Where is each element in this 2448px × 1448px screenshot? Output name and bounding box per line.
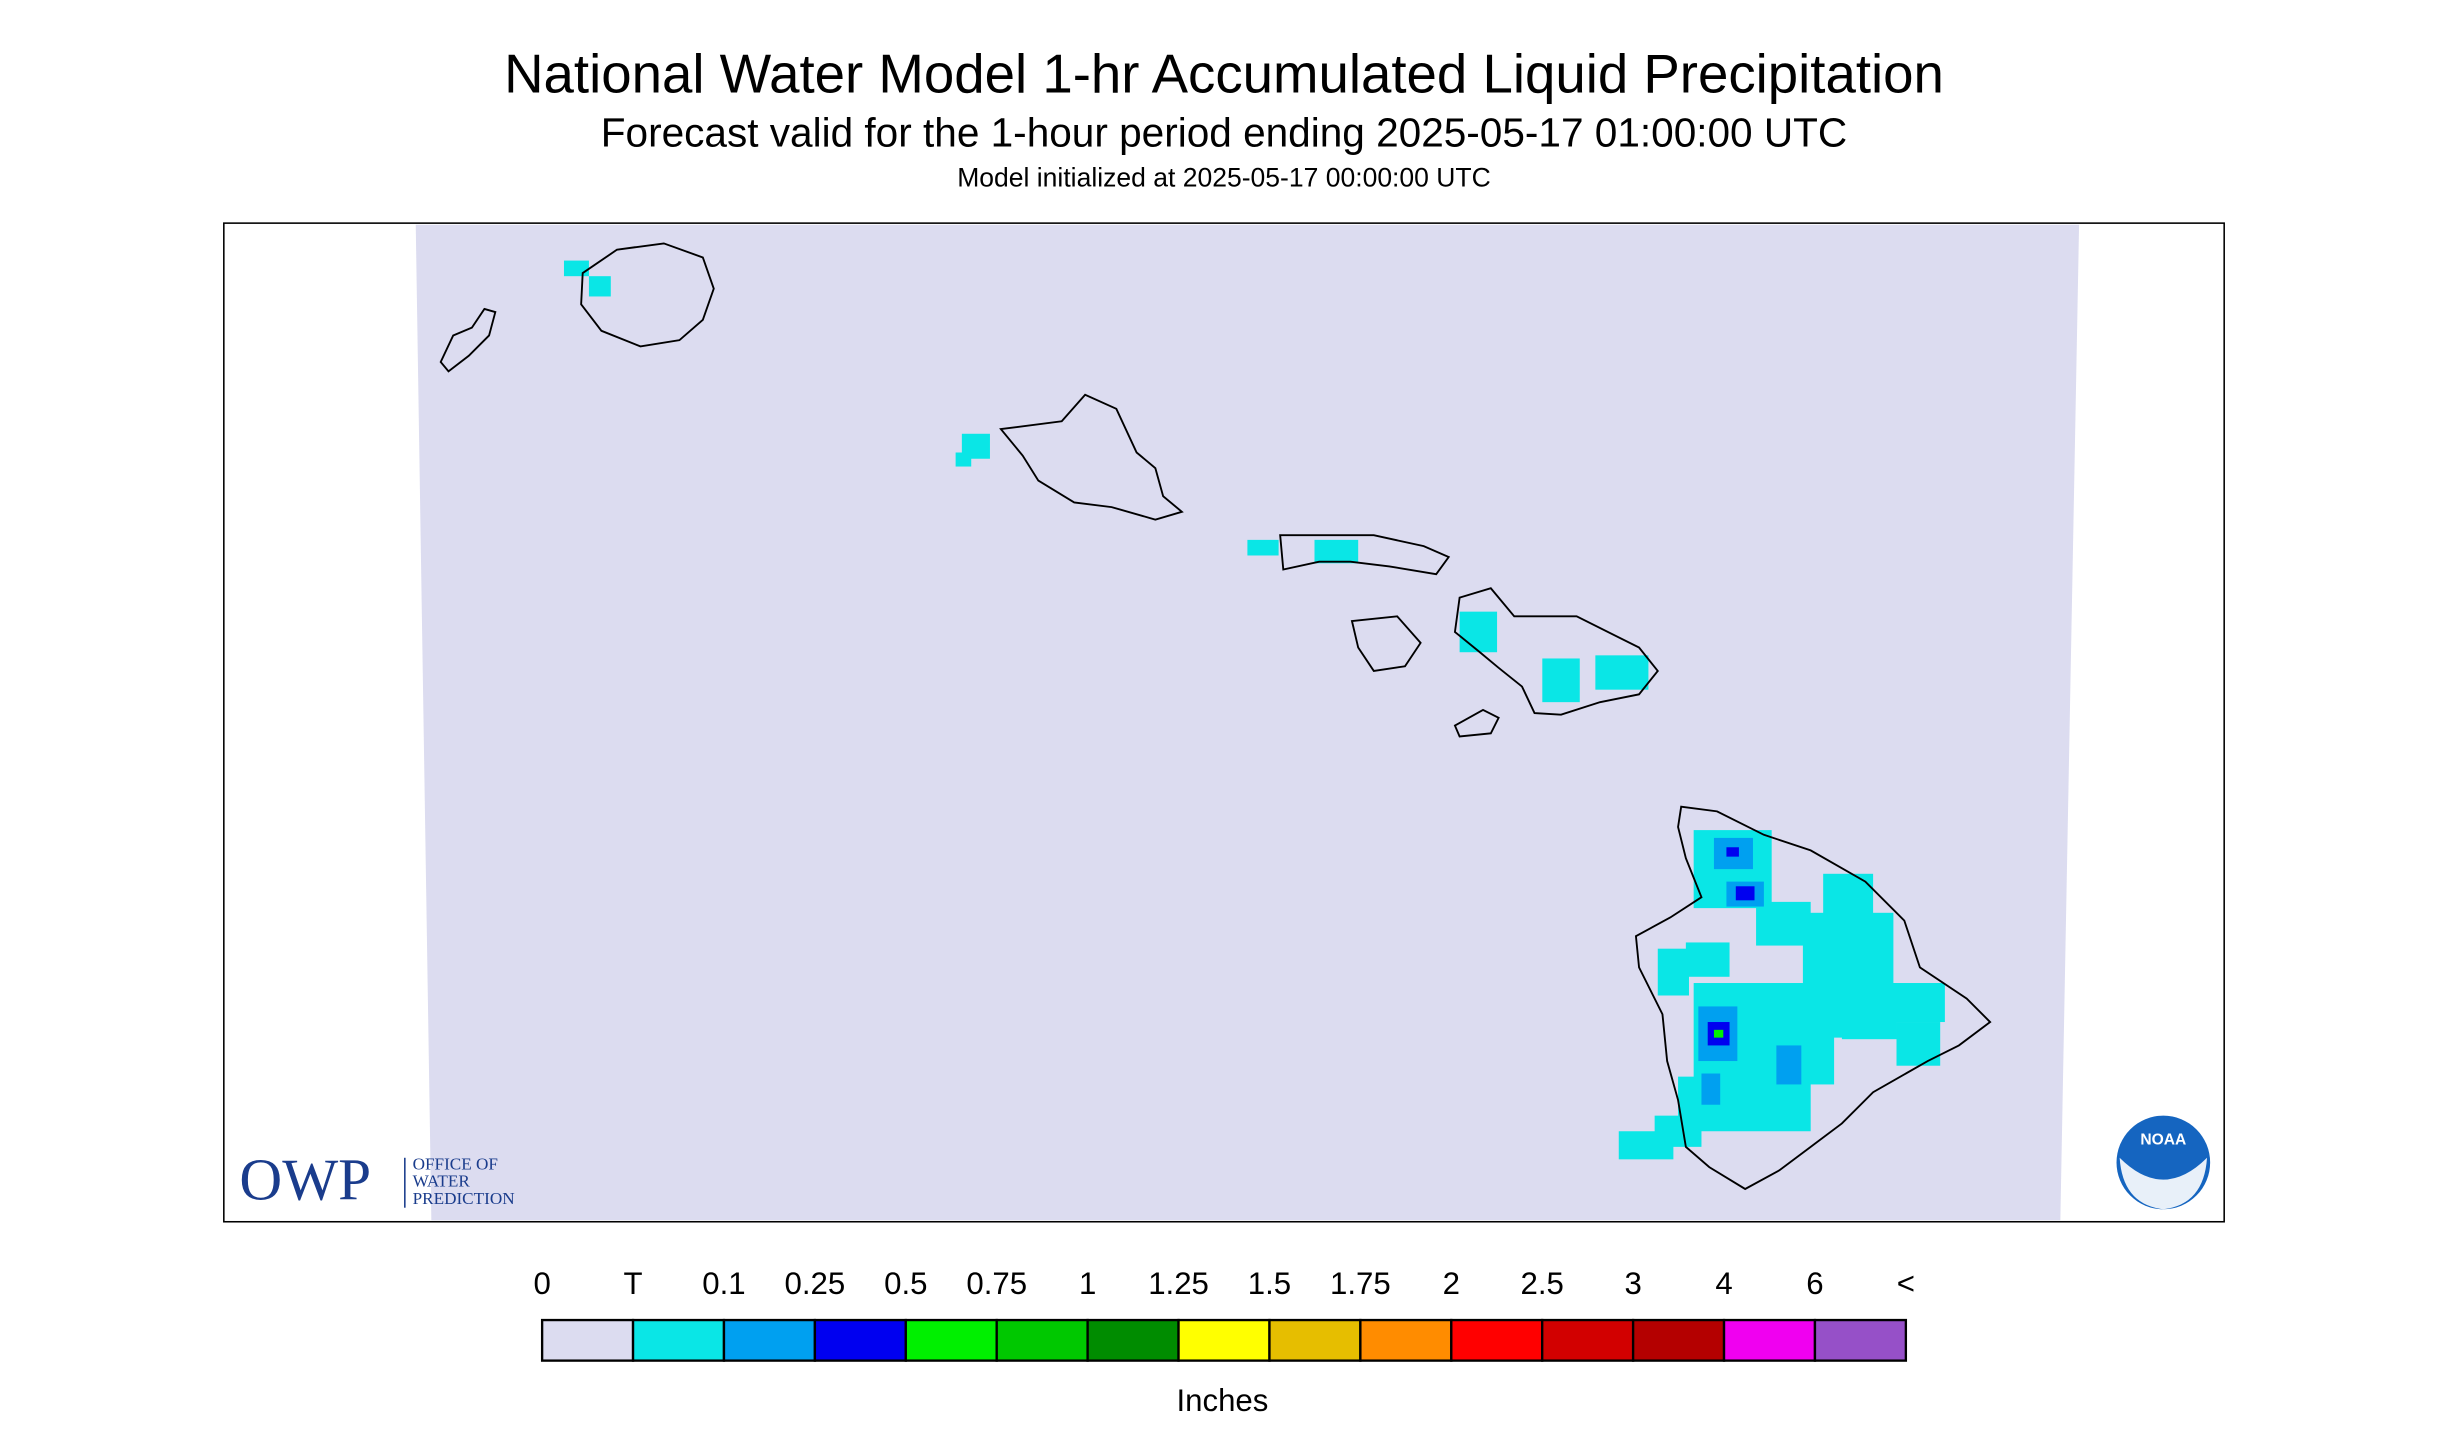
legend-swatch (1268, 1318, 1362, 1362)
owp-line: PREDICTION (413, 1189, 515, 1208)
legend-label: 0.1 (702, 1266, 745, 1301)
owp-logo-text: OWP (239, 1146, 371, 1212)
legend-label: 3 (1624, 1266, 1641, 1301)
map: OWP OFFICE OF WATER PREDICTION NOAA (223, 222, 2225, 1223)
legend-swatch (722, 1318, 817, 1362)
legend-swatch (1086, 1318, 1180, 1362)
owp-logo: OWP OFFICE OF WATER PREDICTION (239, 1146, 514, 1212)
precip (563, 260, 1945, 1160)
legend-label: 0.5 (884, 1266, 927, 1301)
owp-line: OFFICE OF (413, 1155, 498, 1174)
legend-label: < (1897, 1266, 1915, 1301)
legend-label: T (624, 1266, 643, 1301)
legend-label: 1.75 (1330, 1266, 1391, 1301)
noaa-text: NOAA (2140, 1132, 2186, 1149)
noaa-logo: NOAA (2116, 1115, 2211, 1210)
legend-label: 1.25 (1148, 1266, 1209, 1301)
legend-swatch (995, 1318, 1089, 1362)
legend-label: 1.5 (1248, 1266, 1291, 1301)
legend-swatch (813, 1318, 907, 1362)
legend-label: 0 (533, 1266, 550, 1301)
legend-swatch (1450, 1318, 1544, 1362)
legend-unit: Inches (1176, 1383, 1268, 1418)
legend-swatch (1177, 1318, 1271, 1362)
legend-label: 2.5 (1521, 1266, 1564, 1301)
owp-line: WATER (413, 1172, 471, 1191)
title: National Water Model 1-hr Accumulated Li… (504, 43, 1944, 104)
legend-swatch (1541, 1318, 1635, 1362)
legend-swatch (1631, 1318, 1726, 1362)
legend-label: 0.75 (966, 1266, 1027, 1301)
legend-swatch (631, 1318, 726, 1362)
coastlines (439, 242, 1992, 1191)
legend-label: 0.25 (785, 1266, 846, 1301)
legend-swatch (1722, 1318, 1817, 1362)
init-time: Model initialized at 2025-05-17 00:00:00… (957, 162, 1491, 192)
legend-label: 1 (1079, 1266, 1096, 1301)
legend-label: 4 (1715, 1266, 1732, 1301)
legend-swatch (904, 1318, 998, 1362)
subtitle: Forecast valid for the 1-hour period end… (601, 109, 1847, 155)
legend-swatch (540, 1318, 635, 1362)
legend-label: 6 (1806, 1266, 1823, 1301)
legend-swatch (1359, 1318, 1453, 1362)
legend: 0 T 0.1 0.25 0.5 0.75 1 1.25 1.5 1.75 2 2.5 3 4 6 < (533, 1266, 1915, 1362)
legend-label: 2 (1443, 1266, 1460, 1301)
legend-swatch (1813, 1318, 1908, 1362)
